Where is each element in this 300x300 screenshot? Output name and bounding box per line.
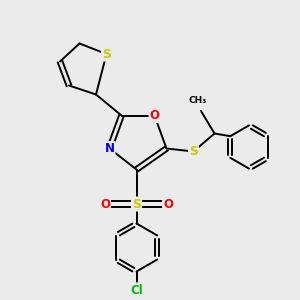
Text: N: N <box>104 142 115 155</box>
Text: O: O <box>100 197 110 211</box>
Text: O: O <box>163 197 173 211</box>
Text: S: S <box>102 47 111 61</box>
Text: S: S <box>189 145 198 158</box>
Text: O: O <box>149 109 160 122</box>
Text: S: S <box>132 197 141 211</box>
Text: CH₃: CH₃ <box>189 96 207 105</box>
Text: Cl: Cl <box>130 284 143 297</box>
